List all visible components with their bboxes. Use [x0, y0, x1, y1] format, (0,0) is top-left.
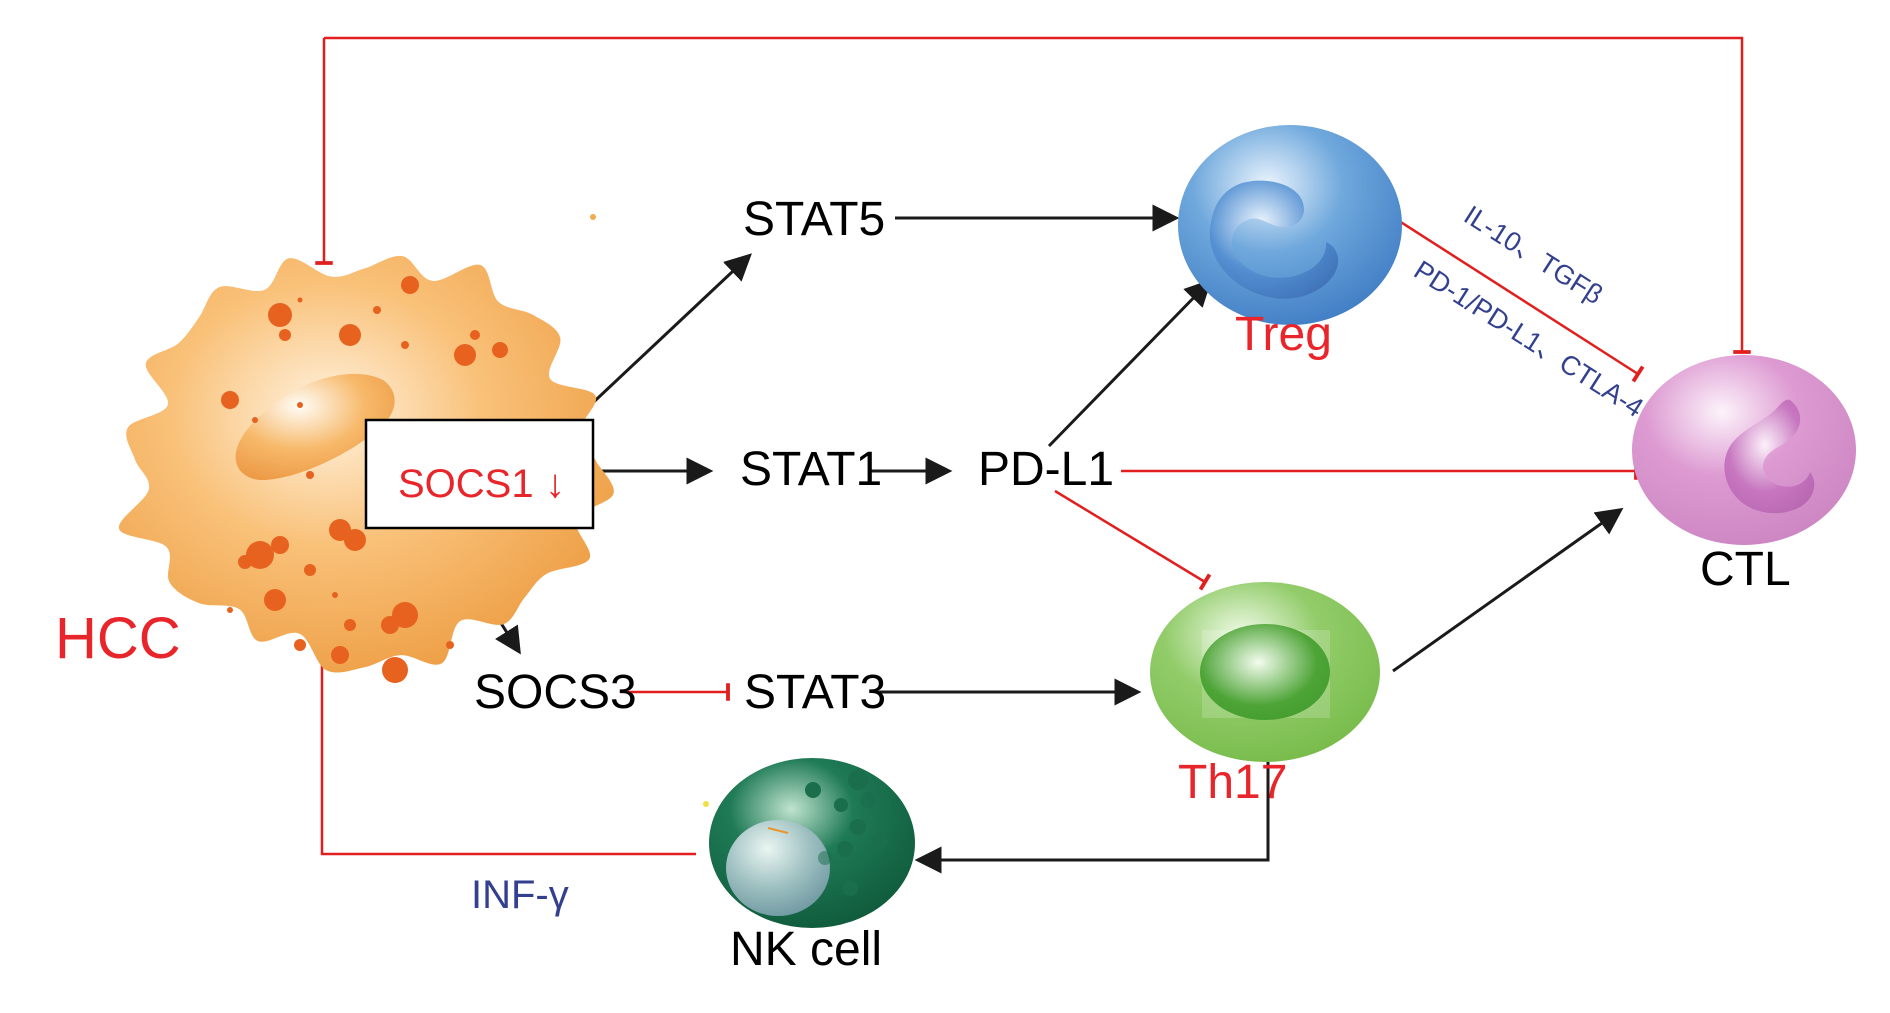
svg-text:HCC: HCC [55, 606, 181, 671]
svg-text:STAT1: STAT1 [740, 443, 882, 496]
svg-text:STAT3: STAT3 [744, 666, 886, 719]
svg-text:INF-γ: INF-γ [471, 873, 569, 917]
svg-text:Th17: Th17 [1178, 756, 1287, 809]
svg-text:PD-L1: PD-L1 [978, 443, 1114, 496]
svg-text:PD-1/PD-L1、CTLA-4: PD-1/PD-L1、CTLA-4 [1409, 255, 1649, 423]
svg-text:CTL: CTL [1700, 543, 1791, 596]
svg-text:Treg: Treg [1235, 308, 1332, 361]
svg-text:SOCS1: SOCS1 [398, 462, 534, 506]
svg-text:↓: ↓ [545, 462, 565, 506]
svg-text:STAT5: STAT5 [743, 193, 885, 246]
svg-text:NK cell: NK cell [730, 923, 882, 976]
svg-text:SOCS3: SOCS3 [474, 666, 637, 719]
